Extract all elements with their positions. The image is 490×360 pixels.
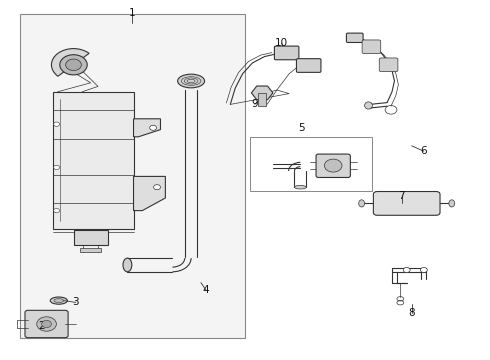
Text: 1: 1	[129, 8, 136, 18]
Circle shape	[54, 122, 60, 126]
Circle shape	[66, 59, 81, 71]
FancyBboxPatch shape	[362, 40, 381, 54]
Bar	[250, 137, 372, 191]
Text: 7: 7	[398, 191, 405, 201]
Circle shape	[154, 185, 161, 190]
Circle shape	[42, 320, 51, 328]
Text: 2: 2	[38, 321, 45, 331]
Bar	[258, 93, 266, 106]
FancyBboxPatch shape	[379, 58, 398, 72]
Text: 3: 3	[73, 297, 79, 307]
FancyBboxPatch shape	[373, 192, 440, 215]
Text: 10: 10	[275, 38, 288, 48]
FancyBboxPatch shape	[316, 154, 350, 177]
Text: 5: 5	[298, 123, 305, 133]
Ellipse shape	[123, 258, 132, 272]
Wedge shape	[51, 49, 89, 76]
Ellipse shape	[359, 200, 365, 207]
Text: 4: 4	[202, 285, 209, 295]
Ellipse shape	[365, 102, 372, 109]
Circle shape	[60, 55, 87, 75]
Polygon shape	[53, 92, 133, 229]
Ellipse shape	[177, 74, 205, 88]
Circle shape	[54, 165, 60, 170]
FancyBboxPatch shape	[346, 33, 363, 42]
Circle shape	[324, 159, 342, 172]
Ellipse shape	[50, 297, 67, 304]
FancyBboxPatch shape	[25, 310, 68, 338]
FancyBboxPatch shape	[274, 46, 299, 60]
FancyBboxPatch shape	[296, 59, 321, 72]
Bar	[20, 14, 245, 338]
Bar	[74, 230, 108, 245]
Circle shape	[150, 125, 157, 130]
Ellipse shape	[294, 185, 306, 189]
Polygon shape	[133, 176, 166, 211]
Ellipse shape	[54, 299, 64, 302]
Text: 8: 8	[408, 308, 415, 318]
Circle shape	[403, 267, 410, 273]
Text: 9: 9	[251, 99, 258, 109]
Ellipse shape	[449, 200, 455, 207]
Circle shape	[37, 317, 56, 331]
Circle shape	[54, 208, 60, 213]
Bar	[80, 248, 101, 252]
Circle shape	[420, 267, 427, 273]
Text: 6: 6	[420, 146, 427, 156]
Polygon shape	[133, 119, 161, 137]
